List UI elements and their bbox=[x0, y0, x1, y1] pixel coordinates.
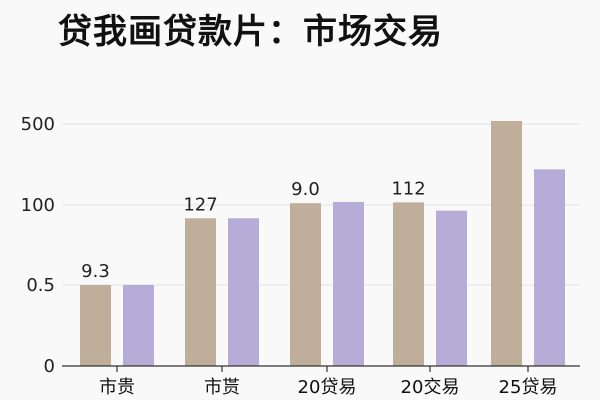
data-label: 9.3 bbox=[81, 261, 110, 282]
data-label: 9.0 bbox=[291, 179, 320, 200]
bar-series-2 bbox=[123, 284, 154, 366]
data-label: 127 bbox=[183, 194, 217, 215]
bar-series-2 bbox=[333, 201, 364, 366]
bar-series-2 bbox=[228, 218, 259, 366]
y-tick-label: 100 bbox=[21, 195, 55, 216]
x-tick-label: 市贳 bbox=[204, 377, 240, 398]
x-tick-label: 20贷易 bbox=[298, 377, 357, 398]
x-tick-label: 20交易 bbox=[401, 377, 460, 398]
x-tick-label: 25贷易 bbox=[499, 377, 558, 398]
y-tick-label: 0 bbox=[44, 356, 55, 377]
x-tick-label: 市贵 bbox=[99, 377, 135, 398]
bar-series-1 bbox=[491, 120, 522, 367]
y-tick-label: 500 bbox=[21, 114, 55, 135]
y-tick-label: 0.5 bbox=[26, 275, 55, 296]
chart-title: 贷我画贷款片：市场交易 bbox=[58, 12, 443, 52]
bar-series-2 bbox=[436, 210, 467, 366]
bar-series-1 bbox=[80, 285, 111, 366]
bar-series-1 bbox=[185, 218, 216, 366]
data-label: 112 bbox=[391, 178, 425, 199]
bar-series-1 bbox=[393, 202, 424, 366]
bar-series-2 bbox=[534, 169, 565, 366]
bar-series-1 bbox=[290, 203, 321, 366]
